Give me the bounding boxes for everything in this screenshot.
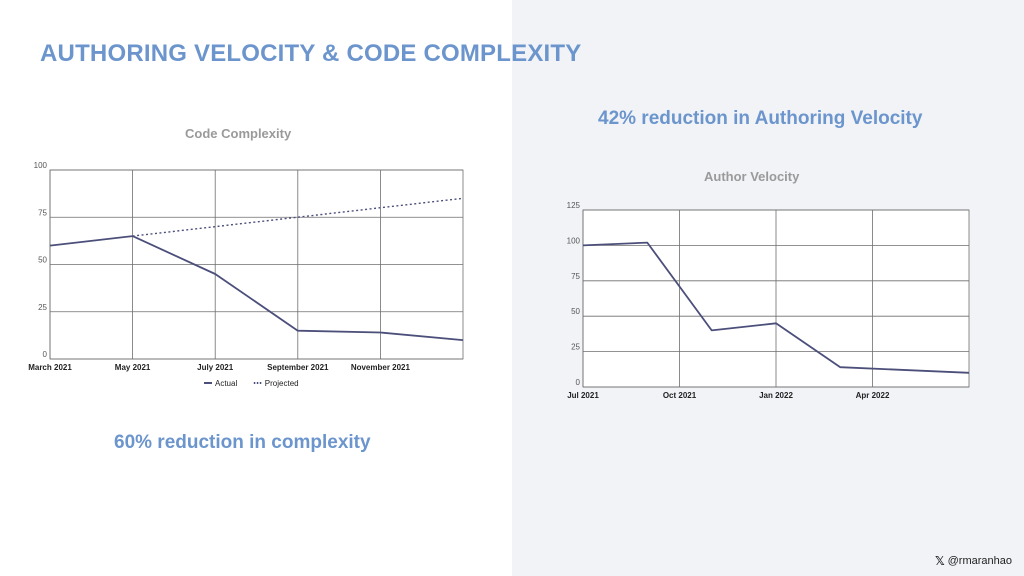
y-tick-label: 75 [38,208,47,217]
code-complexity-chart: 0 25 50 75 100 March 2021 May 2021 July 2021 Sep… [28,161,464,388]
legend-label-projected: Projected [265,379,299,388]
y-tick-label: 125 [567,201,581,210]
slide-title: AUTHORING VELOCITY & CODE COMPLEXITY [40,40,582,67]
x-tick-label: May 2021 [115,363,151,372]
x-tick-label: Apr 2022 [856,391,890,400]
x-tick-label: Jan 2022 [759,391,793,400]
complexity-headline: 60% reduction in complexity [114,432,371,453]
code-complexity-chart-title: Code Complexity [185,126,292,141]
series-line-projected [132,197,464,237]
y-tick-label: 0 [43,350,48,359]
y-tick-label: 100 [567,236,581,245]
y-tick-label: 50 [38,256,47,265]
x-tick-label: March 2021 [28,363,72,372]
y-tick-label: 50 [571,307,580,316]
series-line-velocity [582,241,970,374]
handle-text: @rmaranhao [947,555,1012,567]
author-velocity-chart: 0 25 50 75 100 125 Jul 2021 Oct 2021 Jan 2022 Apr… [567,201,970,400]
x-tick-label: September 2021 [267,363,329,372]
x-logo-icon: 𝕏 [934,554,945,568]
x-tick-label: July 2021 [197,363,234,372]
x-tick-label: November 2021 [351,363,411,372]
y-tick-label: 0 [576,378,581,387]
author-velocity-chart-title: Author Velocity [704,169,800,184]
social-handle[interactable]: 𝕏 @rmaranhao [935,554,1012,568]
series-line-actual [49,235,464,341]
y-tick-label: 25 [38,303,47,312]
velocity-headline: 42% reduction in Authoring Velocity [598,108,923,129]
y-tick-label: 75 [571,272,580,281]
legend-label-actual: Actual [215,379,237,388]
x-tick-label: Oct 2021 [663,391,697,400]
y-tick-label: 100 [34,161,48,170]
x-tick-label: Jul 2021 [567,391,599,400]
y-tick-label: 25 [571,343,580,352]
